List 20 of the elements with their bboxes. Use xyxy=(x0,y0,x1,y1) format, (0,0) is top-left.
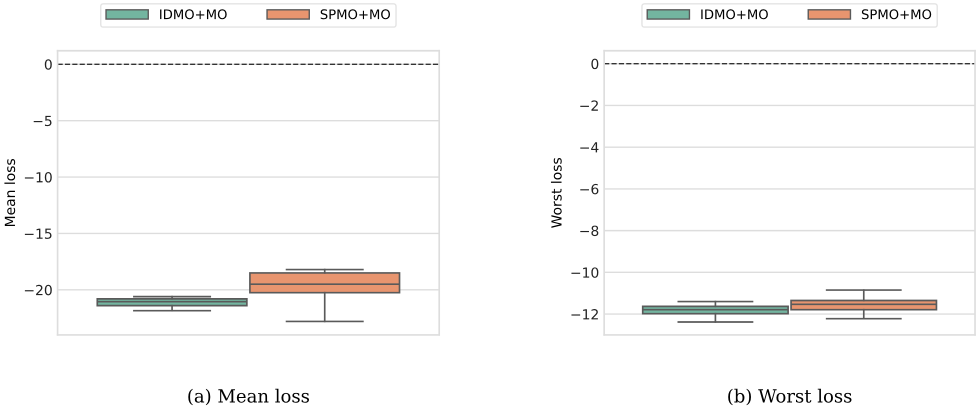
text: (a) Mean loss xyxy=(188,388,310,406)
text: (b) Worst loss xyxy=(728,388,852,406)
y-tick-label: −12 xyxy=(571,309,598,320)
y-tick-label: −6 xyxy=(580,184,598,194)
y-tick-label: −2 xyxy=(580,100,598,111)
y-tick-label: 0 xyxy=(591,58,598,70)
y-tick-label: −15 xyxy=(24,228,52,239)
legend-label: SPMO+MO xyxy=(320,9,390,20)
legend-label: IDMO+MO xyxy=(160,9,227,20)
y-tick-label: −10 xyxy=(571,267,598,278)
y-tick-label: −10 xyxy=(24,172,52,183)
y-axis-title: Worst loss xyxy=(550,158,562,228)
legend-label: IDMO+MO xyxy=(701,9,768,20)
y-axis-title: Mean loss xyxy=(4,158,16,226)
y-tick-label: −8 xyxy=(580,226,598,236)
y-tick-label: −4 xyxy=(580,142,599,152)
y-tick-label: −20 xyxy=(24,284,52,296)
y-tick-label: 0 xyxy=(44,59,52,70)
legend-label: SPMO+MO xyxy=(862,9,932,20)
y-tick-label: −5 xyxy=(34,116,52,126)
